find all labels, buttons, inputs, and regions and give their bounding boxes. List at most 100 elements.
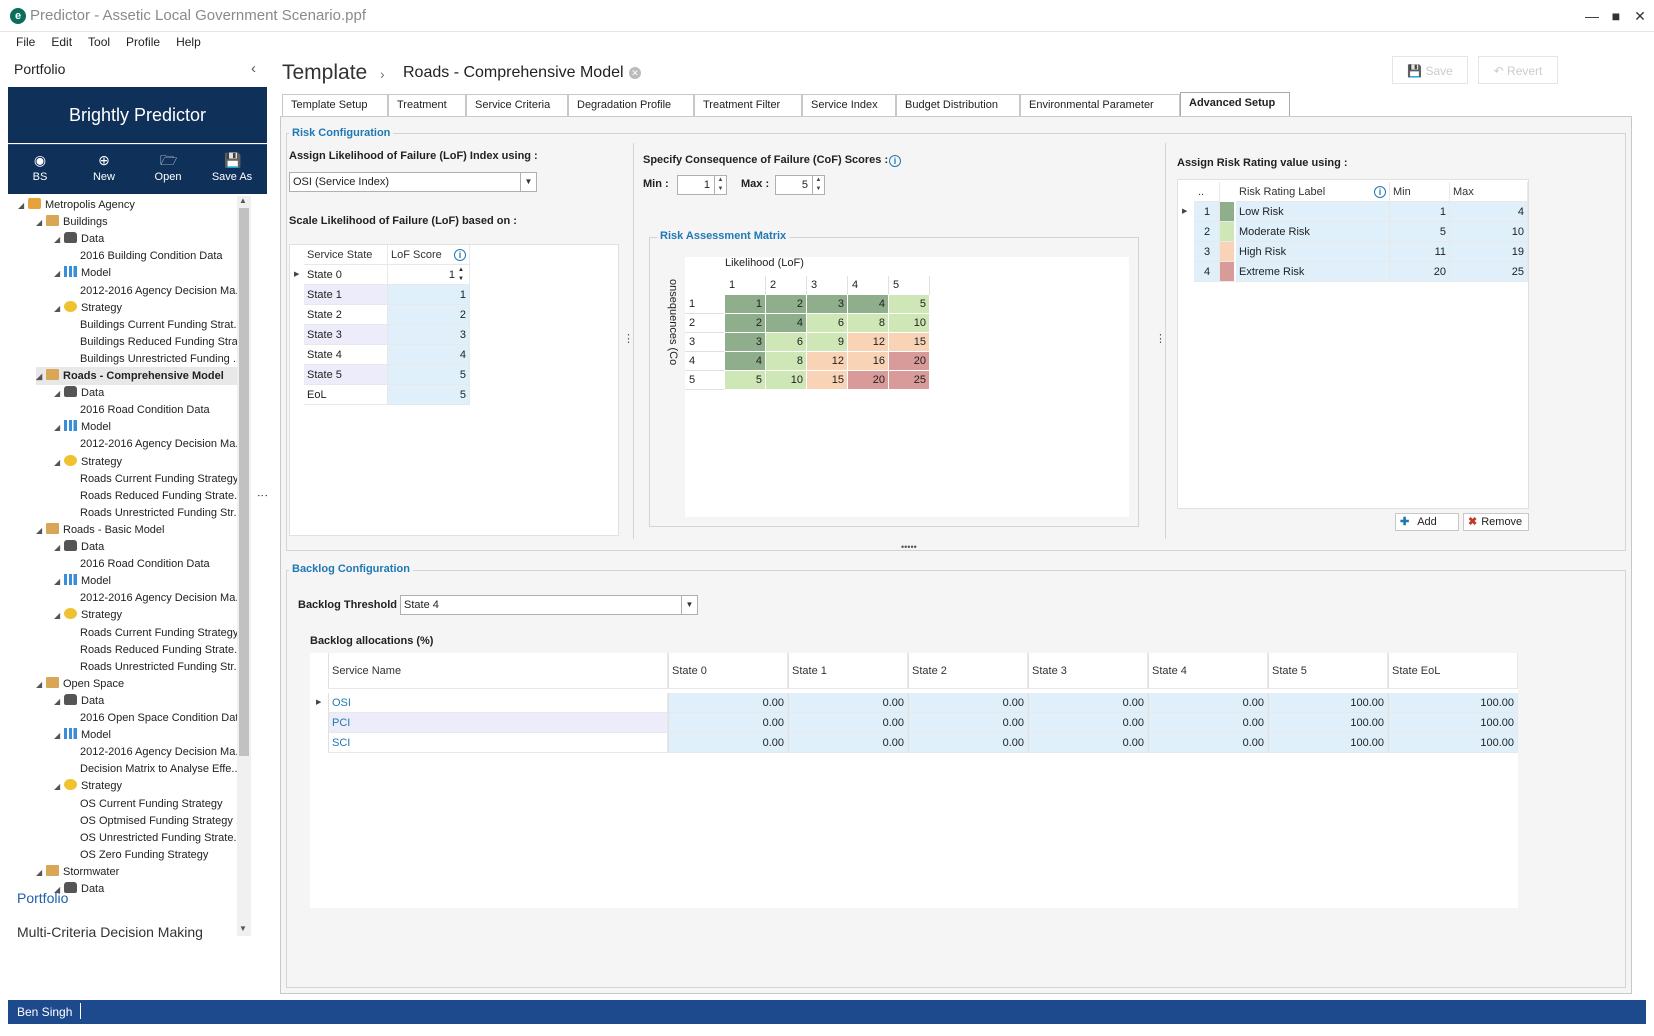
- menu-file[interactable]: File: [16, 35, 36, 49]
- expand-arrow-icon[interactable]: ◢: [36, 218, 43, 228]
- tree-node[interactable]: ◢ Model: [54, 572, 237, 590]
- lof-info-icon[interactable]: i: [454, 249, 466, 261]
- menu-edit[interactable]: Edit: [51, 35, 73, 49]
- tree-node[interactable]: ◢ Strategy: [54, 299, 237, 317]
- save-as-button[interactable]: 💾 Save As: [200, 145, 264, 195]
- add-risk-button[interactable]: ✚ Add: [1395, 513, 1459, 531]
- tree-node[interactable]: 2016 Road Condition Data: [80, 401, 237, 419]
- rating-min-cell[interactable]: 5: [1390, 222, 1450, 242]
- backlog-value-cell[interactable]: 0.00: [1148, 693, 1268, 713]
- backlog-value-cell[interactable]: 100.00: [1268, 693, 1388, 713]
- backlog-value-cell[interactable]: 0.00: [1028, 733, 1148, 753]
- menu-profile[interactable]: Profile: [126, 35, 161, 49]
- tree-scroll-thumb[interactable]: [239, 208, 249, 756]
- rating-color-swatch[interactable]: [1220, 222, 1236, 242]
- backlog-value-cell[interactable]: 0.00: [1148, 733, 1268, 753]
- menu-tool[interactable]: Tool: [88, 35, 111, 49]
- scroll-down-icon[interactable]: ▼: [239, 924, 247, 933]
- tree-node[interactable]: ◢ Data: [54, 384, 237, 402]
- backlog-value-cell[interactable]: 0.00: [1148, 713, 1268, 733]
- risk-splitter-1[interactable]: ⋮: [623, 333, 634, 345]
- tree-node[interactable]: Roads Reduced Funding Strate...: [80, 487, 237, 505]
- tree-node[interactable]: ◢ Model: [54, 726, 237, 744]
- tree-node[interactable]: 2012-2016 Agency Decision Ma...: [80, 282, 237, 300]
- nav-mcdm[interactable]: Multi-Criteria Decision Making: [17, 924, 203, 940]
- backlog-value-cell[interactable]: 100.00: [1388, 713, 1518, 733]
- nav-portfolio[interactable]: Portfolio: [17, 890, 69, 906]
- tree-node[interactable]: ◢ Model: [54, 264, 237, 282]
- tree-node[interactable]: ◢ Strategy: [54, 606, 237, 624]
- tree-node[interactable]: 2016 Road Condition Data: [80, 555, 237, 573]
- backlog-threshold-select[interactable]: State 4 ▼: [400, 595, 698, 615]
- rating-min-cell[interactable]: 20: [1390, 262, 1450, 282]
- expand-arrow-icon[interactable]: ◢: [54, 303, 61, 313]
- lof-score-cell[interactable]: 3: [388, 325, 470, 345]
- expand-arrow-icon[interactable]: ◢: [36, 867, 43, 877]
- backlog-value-cell[interactable]: 0.00: [1028, 713, 1148, 733]
- rating-max-cell[interactable]: 19: [1450, 242, 1528, 262]
- tree-node[interactable]: Roads Current Funding Strategy: [80, 624, 237, 642]
- expand-arrow-icon[interactable]: ◢: [54, 696, 61, 706]
- tab-environmental-parameter[interactable]: Environmental Parameter: [1020, 94, 1180, 116]
- expand-arrow-icon[interactable]: ◢: [54, 269, 61, 279]
- backlog-value-cell[interactable]: 0.00: [668, 713, 788, 733]
- backlog-value-cell[interactable]: 0.00: [788, 693, 908, 713]
- tree-node[interactable]: ◢ Data: [54, 880, 237, 898]
- minimize-icon[interactable]: —: [1585, 8, 1599, 24]
- tab-budget-distribution[interactable]: Budget Distribution: [896, 94, 1020, 116]
- rating-min-cell[interactable]: 1: [1390, 202, 1450, 222]
- revert-button[interactable]: ↶ Revert: [1478, 56, 1558, 84]
- tree-node[interactable]: ◢ Roads - Comprehensive Model: [36, 367, 237, 385]
- tree-node[interactable]: ◢ Strategy: [54, 453, 237, 471]
- tree-node[interactable]: Roads Reduced Funding Strate...: [80, 641, 237, 659]
- tree-node[interactable]: ◢ Data: [54, 538, 237, 556]
- lof-score-cell[interactable]: 1: [388, 265, 470, 285]
- new-button[interactable]: ⊕ New: [72, 145, 136, 195]
- expand-arrow-icon[interactable]: ◢: [18, 201, 25, 210]
- breadcrumb-root[interactable]: Template: [282, 61, 368, 84]
- tab-treatment-filter[interactable]: Treatment Filter: [694, 94, 802, 116]
- tab-service-index[interactable]: Service Index: [802, 94, 896, 116]
- tree-node[interactable]: OS Current Funding Strategy: [80, 795, 237, 813]
- backlog-value-cell[interactable]: 0.00: [788, 713, 908, 733]
- cof-min-stepper[interactable]: 1 ▲ ▼: [677, 175, 727, 195]
- backlog-value-cell[interactable]: 100.00: [1388, 733, 1518, 753]
- remove-risk-button[interactable]: ✖ Remove: [1463, 513, 1529, 531]
- lof-index-select[interactable]: OSI (Service Index) ▼: [289, 172, 537, 192]
- expand-arrow-icon[interactable]: ◢: [36, 679, 43, 689]
- close-template-icon[interactable]: ✕: [629, 67, 641, 79]
- spin-arrows-icon[interactable]: ▲ ▼: [714, 176, 726, 194]
- expand-arrow-icon[interactable]: ◢: [54, 389, 61, 399]
- tree-node[interactable]: 2012-2016 Agency Decision Ma...: [80, 743, 237, 761]
- tree-node[interactable]: Decision Matrix to Analyse Effe...: [80, 760, 237, 778]
- expand-arrow-icon[interactable]: ◢: [36, 372, 43, 381]
- backlog-value-cell[interactable]: 0.00: [1028, 693, 1148, 713]
- tree-node[interactable]: OS Optmised Funding Strategy ...: [80, 812, 237, 830]
- rating-label-cell[interactable]: High Risk: [1236, 242, 1390, 262]
- tree-node[interactable]: ◢ Data: [54, 692, 237, 710]
- expand-arrow-icon[interactable]: ◢: [54, 543, 61, 552]
- left-splitter[interactable]: ⋮: [256, 490, 268, 501]
- tree-node[interactable]: 2012-2016 Agency Decision Ma...: [80, 435, 237, 453]
- rating-label-cell[interactable]: Moderate Risk: [1236, 222, 1390, 242]
- backlog-value-cell[interactable]: 0.00: [668, 693, 788, 713]
- backlog-value-cell[interactable]: 0.00: [908, 733, 1028, 753]
- tab-degradation-profile[interactable]: Degradation Profile: [568, 94, 694, 116]
- backlog-value-cell[interactable]: 0.00: [788, 733, 908, 753]
- backlog-value-cell[interactable]: 100.00: [1268, 713, 1388, 733]
- tree-node[interactable]: 2016 Building Condition Data: [80, 247, 237, 265]
- expand-arrow-icon[interactable]: ◢: [36, 525, 43, 535]
- backlog-value-cell[interactable]: 100.00: [1268, 733, 1388, 753]
- rating-min-cell[interactable]: 11: [1390, 242, 1450, 262]
- tree-node[interactable]: Buildings Unrestricted Funding ...: [80, 350, 237, 368]
- lof-score-cell[interactable]: 5: [388, 385, 470, 405]
- expand-arrow-icon[interactable]: ◢: [54, 577, 61, 587]
- cof-info-icon[interactable]: i: [889, 155, 901, 167]
- open-button[interactable]: 🗁 Open: [136, 145, 200, 195]
- backlog-value-cell[interactable]: 0.00: [908, 693, 1028, 713]
- tree-node[interactable]: ◢ Strategy: [54, 777, 237, 795]
- tree-node[interactable]: ◢ Roads - Basic Model: [36, 521, 237, 539]
- rating-max-cell[interactable]: 4: [1450, 202, 1528, 222]
- tab-treatment[interactable]: Treatment: [388, 94, 466, 116]
- save-button[interactable]: 💾 Save: [1392, 56, 1468, 84]
